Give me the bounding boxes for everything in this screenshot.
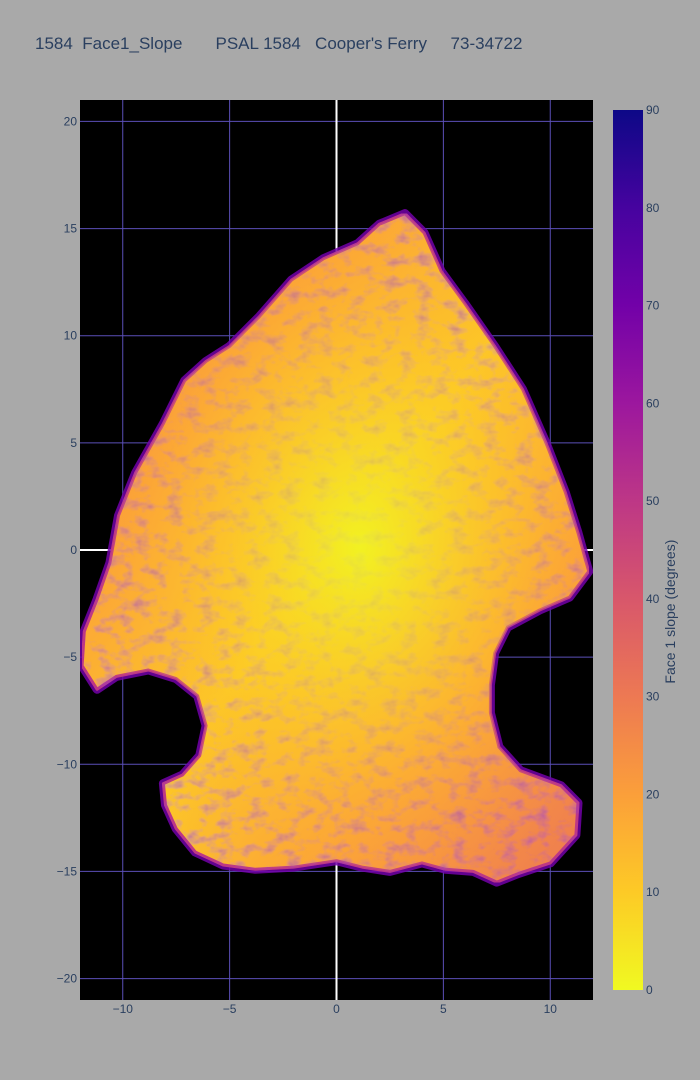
colorbar-tick-label: 10 [646, 885, 660, 899]
y-tick-label: 20 [64, 114, 78, 128]
y-tick-label: −15 [57, 864, 78, 878]
y-axis-ticks: −20 −15 −10 −5 0 5 10 15 20 [57, 114, 78, 985]
colorbar-tick-label: 80 [646, 201, 660, 215]
colorbar-tick-label: 30 [646, 690, 660, 704]
y-tick-label: 10 [64, 329, 78, 343]
x-tick-label: 10 [544, 1002, 558, 1016]
x-tick-label: −10 [113, 1002, 134, 1016]
colorbar-tick-label: 90 [646, 103, 660, 117]
y-tick-label: −5 [63, 650, 77, 664]
x-axis-ticks: −10 −5 0 5 10 [113, 1002, 558, 1016]
colorbar-tick-label: 70 [646, 299, 660, 313]
slope-surface [80, 209, 593, 887]
colorbar: 0 10 20 30 40 50 60 70 80 90 Face 1 slope (degrees… [613, 103, 678, 997]
colorbar-bar [613, 110, 643, 990]
x-tick-label: −5 [223, 1002, 237, 1016]
colorbar-tick-label: 60 [646, 396, 660, 410]
x-tick-label: 0 [333, 1002, 340, 1016]
colorbar-tick-label: 0 [646, 983, 653, 997]
surface-flat-center [82, 213, 589, 883]
colorbar-tick-label: 40 [646, 592, 660, 606]
y-tick-label: 15 [64, 222, 78, 236]
colorbar-tick-label: 20 [646, 787, 660, 801]
y-tick-label: −10 [57, 757, 78, 771]
y-tick-label: −20 [57, 972, 78, 986]
x-tick-label: 5 [440, 1002, 447, 1016]
y-tick-label: 5 [70, 436, 77, 450]
colorbar-tick-label: 50 [646, 494, 660, 508]
colorbar-title: Face 1 slope (degrees) [662, 540, 678, 684]
y-tick-label: 0 [70, 543, 77, 557]
chart-title: 1584 Face1_Slope PSAL 1584 Cooper's Ferr… [35, 34, 523, 53]
